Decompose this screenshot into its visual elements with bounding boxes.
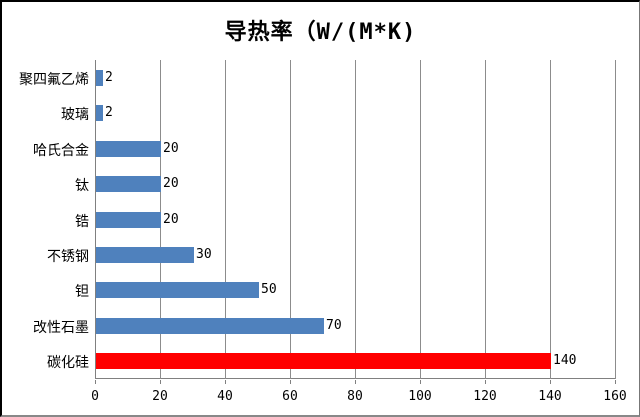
bar-4: [96, 212, 161, 228]
axis-tick-140: [550, 380, 551, 384]
gridline-140: [550, 60, 551, 379]
x-tick-label-140: 140: [538, 389, 562, 404]
bar-5: [96, 247, 194, 263]
gridline-160: [615, 60, 616, 379]
category-label-3: 钛: [75, 178, 89, 194]
gridline-60: [290, 60, 291, 379]
x-tick-label-100: 100: [408, 389, 432, 404]
axis-tick-20: [160, 380, 161, 384]
bar-1: [96, 105, 103, 121]
category-label-4: 锆: [75, 214, 89, 230]
gridline-100: [420, 60, 421, 379]
x-tick-label-0: 0: [91, 389, 99, 404]
chart-title: 导热率（W/(M*K): [224, 20, 417, 45]
x-tick-label-20: 20: [152, 389, 168, 404]
axis-tick-60: [290, 380, 291, 384]
gridline-40: [225, 60, 226, 379]
category-label-7: 改性石墨: [33, 320, 89, 336]
value-label-2: 20: [163, 141, 179, 156]
x-tick-label-40: 40: [217, 389, 233, 404]
axis-tick-120: [485, 380, 486, 384]
bar-7: [96, 318, 324, 334]
category-label-6: 钽: [75, 284, 89, 300]
category-label-1: 玻璃: [61, 107, 89, 123]
axis-tick-100: [420, 380, 421, 384]
value-label-0: 2: [105, 70, 113, 85]
category-label-5: 不锈钢: [47, 249, 89, 265]
x-tick-label-160: 160: [603, 389, 627, 404]
value-label-8: 140: [553, 353, 577, 368]
x-tick-label-120: 120: [473, 389, 497, 404]
axis-tick-0: [95, 380, 96, 384]
axis-tick-80: [355, 380, 356, 384]
value-label-1: 2: [105, 105, 113, 120]
bar-8: [96, 353, 551, 369]
bar-6: [96, 282, 259, 298]
bar-0: [96, 70, 103, 86]
gridline-80: [355, 60, 356, 379]
bar-2: [96, 141, 161, 157]
category-label-2: 哈氏合金: [33, 143, 89, 159]
x-tick-label-80: 80: [347, 389, 363, 404]
category-label-8: 碳化硅: [47, 355, 89, 371]
axis-tick-160: [615, 380, 616, 384]
x-tick-label-60: 60: [282, 389, 298, 404]
axis-tick-40: [225, 380, 226, 384]
value-label-5: 30: [196, 247, 212, 262]
value-label-3: 20: [163, 176, 179, 191]
gridline-120: [485, 60, 486, 379]
value-label-6: 50: [261, 282, 277, 297]
value-label-7: 70: [326, 318, 342, 333]
category-label-0: 聚四氟乙烯: [19, 72, 89, 88]
bar-3: [96, 176, 161, 192]
value-label-4: 20: [163, 212, 179, 227]
